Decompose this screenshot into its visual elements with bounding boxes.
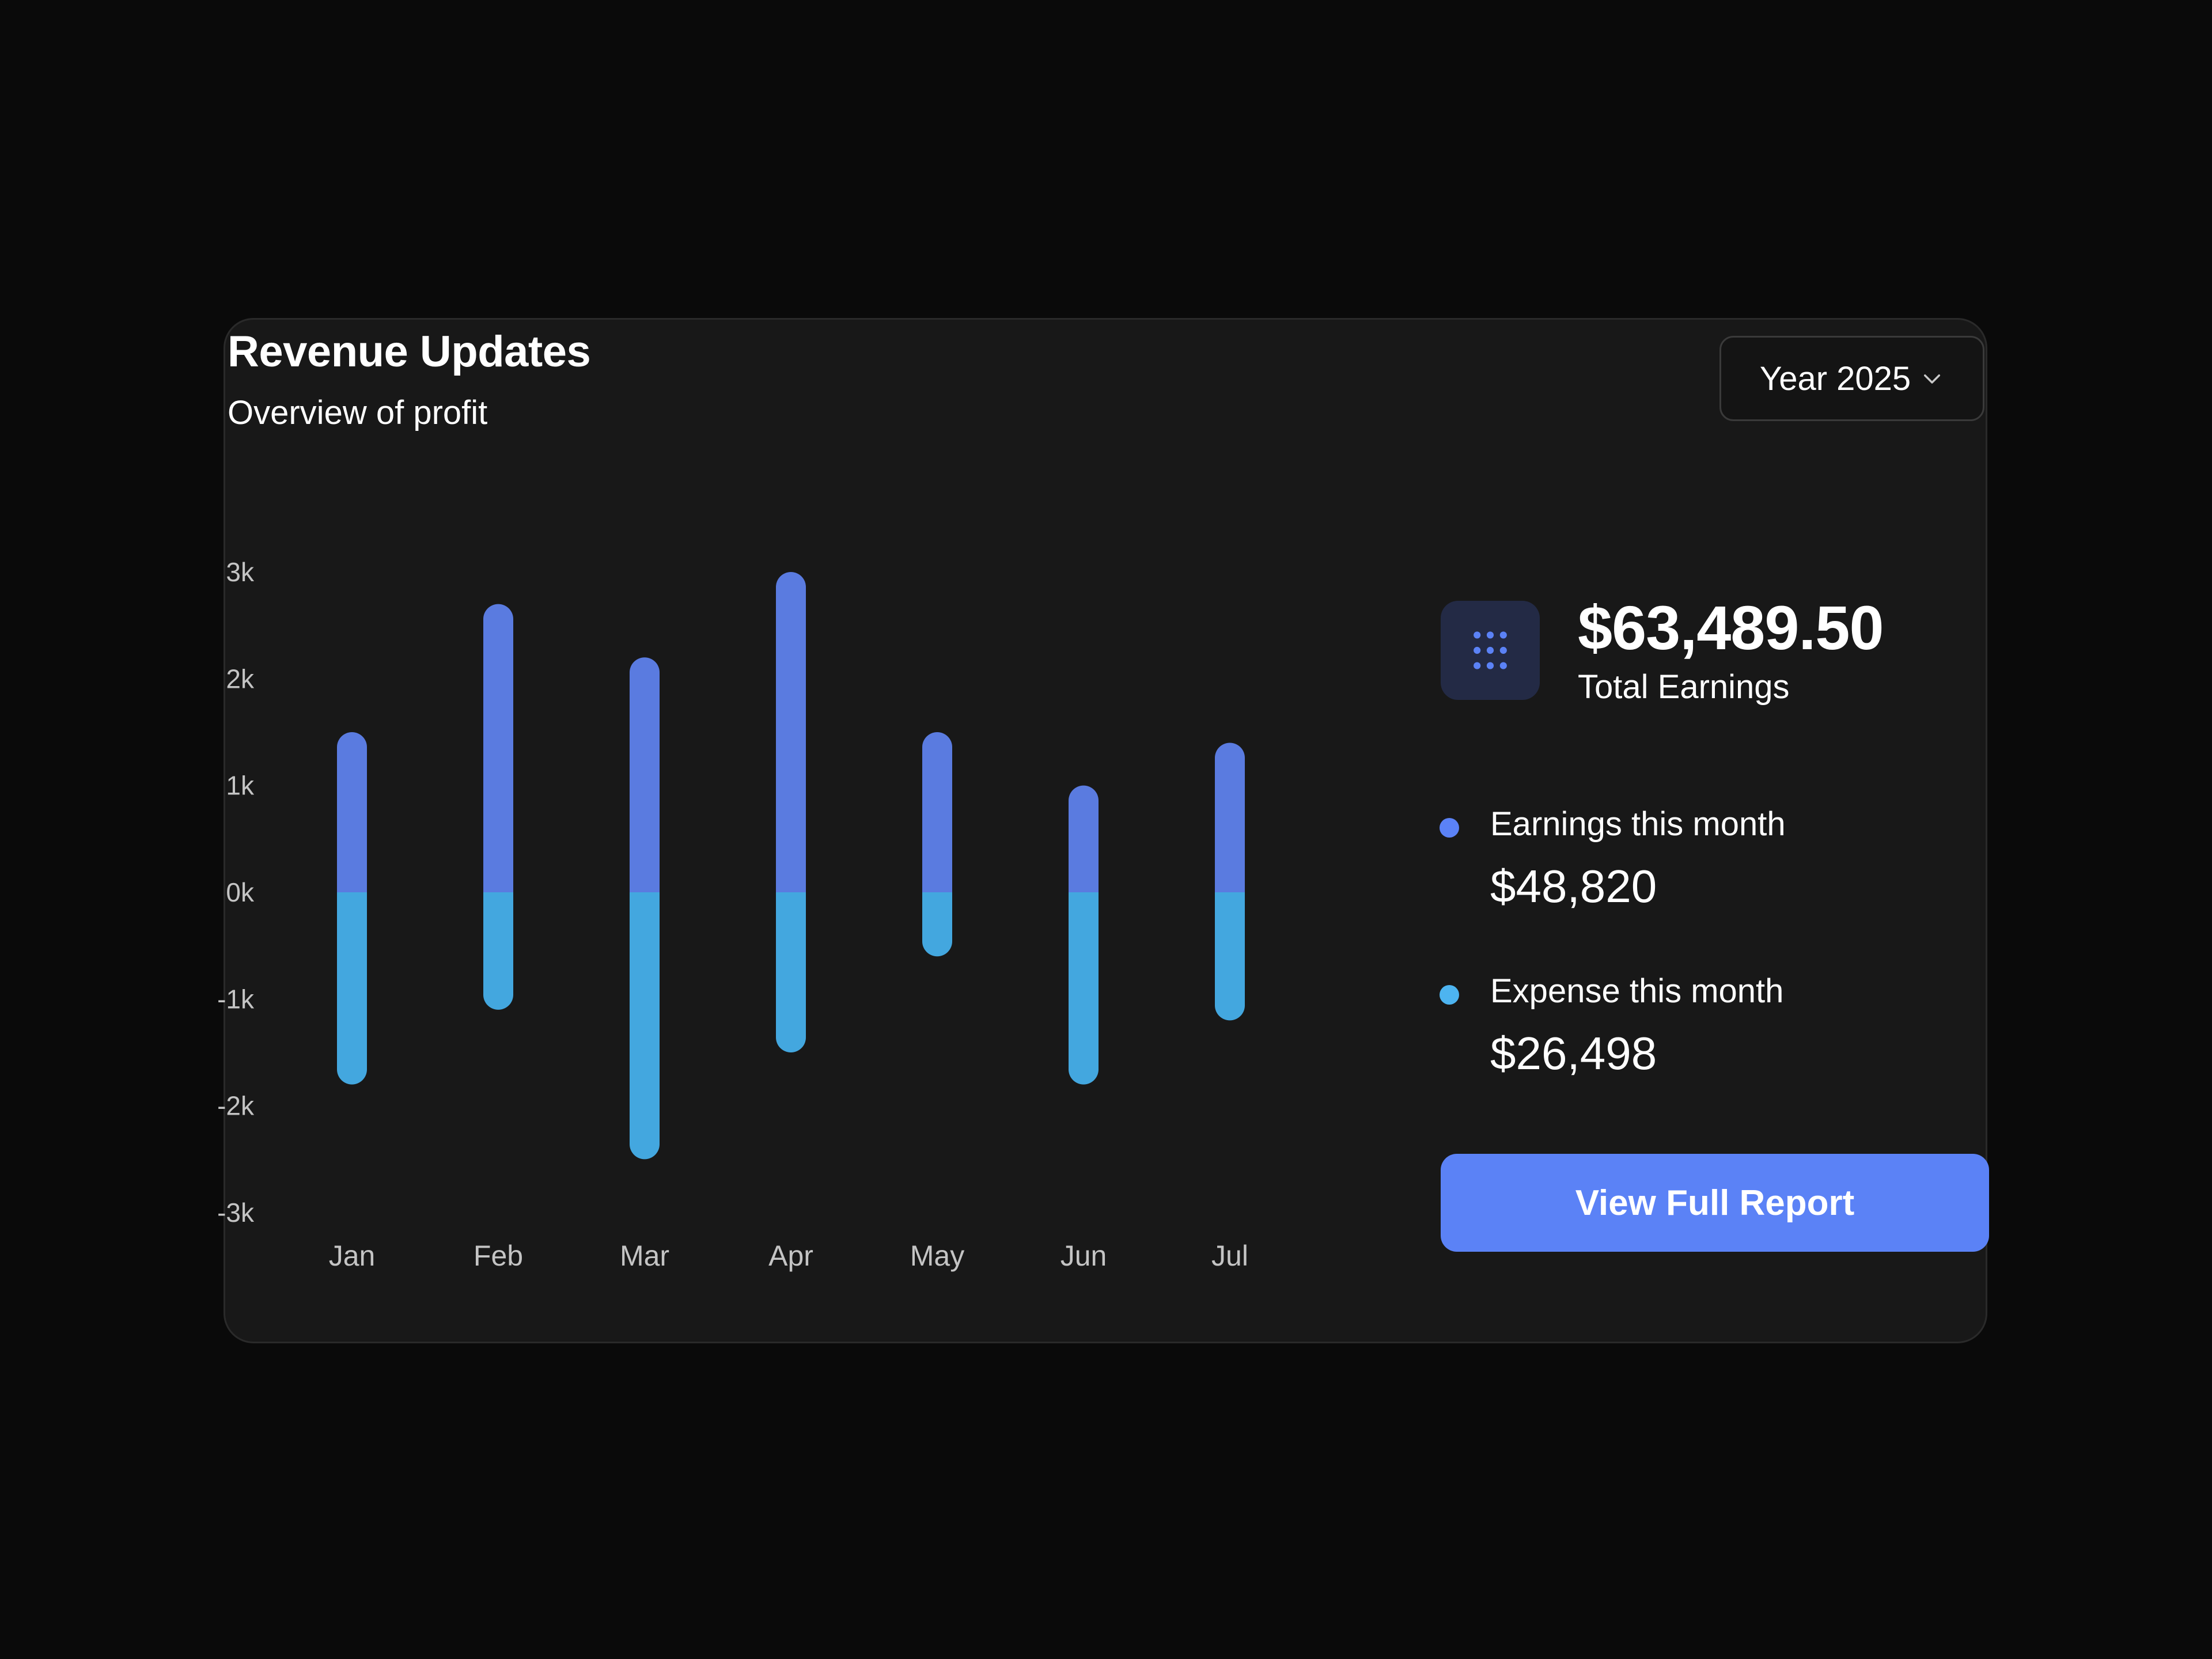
earnings-bar bbox=[776, 572, 806, 892]
y-tick-label: 0k bbox=[226, 877, 255, 907]
total-earnings-value: $63,489.50 bbox=[1578, 593, 1884, 662]
view-full-report-button[interactable]: View Full Report bbox=[1441, 1154, 1989, 1252]
expense-bar bbox=[1069, 892, 1099, 1085]
x-tick-label: Jun bbox=[1060, 1240, 1107, 1272]
x-tick-label: Feb bbox=[474, 1240, 523, 1272]
earnings-bar bbox=[483, 604, 513, 892]
y-tick-label: 1k bbox=[226, 771, 255, 801]
year-dropdown-label: Year 2025 bbox=[1759, 359, 1911, 397]
earnings-legend-dot bbox=[1440, 818, 1459, 838]
x-tick-label: Apr bbox=[768, 1240, 813, 1272]
earnings-bar bbox=[922, 732, 952, 892]
earnings-month-value: $48,820 bbox=[1490, 861, 1657, 912]
expense-month-value: $26,498 bbox=[1490, 1028, 1657, 1079]
y-tick-label: -1k bbox=[217, 984, 255, 1014]
expense-bar bbox=[337, 892, 367, 1085]
expense-bar bbox=[483, 892, 513, 1010]
y-tick-label: -3k bbox=[217, 1198, 255, 1228]
earnings-bar bbox=[1069, 785, 1099, 892]
x-tick-label: Mar bbox=[620, 1240, 669, 1272]
revenue-card: Revenue Updates Overview of profit Year … bbox=[217, 318, 1989, 1343]
earnings-icon-tile bbox=[1441, 601, 1540, 700]
x-tick-label: Jul bbox=[1211, 1240, 1248, 1272]
card-subtitle: Overview of profit bbox=[228, 394, 488, 431]
expense-bar bbox=[1215, 892, 1245, 1021]
chevron-down-icon bbox=[1924, 374, 1941, 384]
year-dropdown[interactable]: Year 2025 bbox=[1719, 336, 1984, 421]
total-earnings-label: Total Earnings bbox=[1578, 668, 1790, 706]
earnings-bar bbox=[337, 732, 367, 892]
y-tick-label: 2k bbox=[226, 664, 255, 694]
grid-dots-icon bbox=[1474, 631, 1507, 669]
earnings-bar bbox=[1215, 743, 1245, 892]
x-tick-label: May bbox=[910, 1240, 964, 1272]
y-tick-label: -2k bbox=[217, 1091, 255, 1121]
y-tick-label: 3k bbox=[226, 557, 255, 587]
revenue-chart: 3k 2k 1k 0k -1k -2k -3k Jan Feb Mar Apr May Jun Jul bbox=[217, 557, 1248, 1272]
x-tick-label: Jan bbox=[329, 1240, 376, 1272]
expense-bar bbox=[776, 892, 806, 1052]
earnings-bar bbox=[630, 657, 660, 892]
expense-bar bbox=[630, 892, 660, 1160]
earnings-month-label: Earnings this month bbox=[1490, 805, 1786, 843]
expense-legend-dot bbox=[1440, 985, 1459, 1005]
expense-month-label: Expense this month bbox=[1490, 972, 1784, 1010]
expense-bar bbox=[922, 892, 952, 957]
card-title: Revenue Updates bbox=[228, 327, 591, 376]
